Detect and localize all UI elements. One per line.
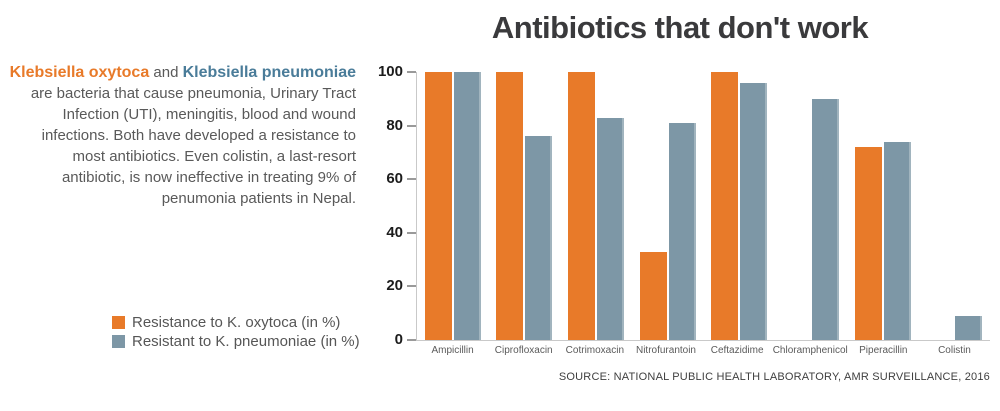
plot-area — [417, 72, 990, 340]
x-axis-label-nitrofurantoin: Nitrofurantoin — [635, 345, 696, 356]
bar-cotrimoxacin-oxytoca — [568, 72, 596, 340]
legend-item-oxytoca: Resistance to K. oxytoca (in %) — [112, 313, 360, 332]
x-axis-label-ampicillin: Ampicillin — [431, 345, 474, 356]
bar-group-chloramphenicol — [775, 72, 847, 340]
legend-swatch-pneumoniae — [112, 335, 125, 348]
intro-body: are bacteria that cause pneumonia, Urina… — [30, 85, 356, 207]
bar-cotrimoxacin-pneumoniae — [597, 117, 625, 340]
y-tick — [407, 285, 416, 288]
y-tick — [407, 178, 416, 181]
y-tick-label: 40 — [386, 223, 403, 241]
legend-label-oxytoca: Resistance to K. oxytoca (in %) — [132, 314, 341, 331]
x-axis-label-piperacillin: Piperacillin — [859, 345, 908, 356]
y-tick-label: 100 — [377, 63, 403, 80]
y-tick-label: 20 — [386, 277, 403, 295]
x-axis: Ampicillin Ciprofloxacin Cotrimoxacin Nitro… — [417, 345, 990, 356]
bar-chloramphenicol-pneumoniae — [811, 98, 839, 340]
bar-nitrofurantoin-pneumoniae — [668, 122, 696, 340]
chart-title: Antibiotics that don't work — [491, 10, 869, 45]
bar-ceftazidime-oxytoca — [711, 72, 739, 340]
y-tick — [407, 124, 416, 127]
intro-and: and — [149, 64, 183, 81]
x-axis-label-chloramphenicol: Chloramphenicol — [772, 345, 848, 356]
intro-text: Klebsiella oxytoca and Klebsiella pneumo… — [8, 62, 356, 209]
bar-group-nitrofurantoin — [632, 72, 704, 340]
y-tick-label: 0 — [394, 331, 403, 348]
bar-group-ciprofloxacin — [489, 72, 561, 340]
legend-item-pneumoniae: Resistant to K. pneumoniae (in %) — [112, 332, 360, 351]
bar-ciprofloxacin-oxytoca — [496, 72, 524, 340]
bar-ampicillin-oxytoca — [424, 72, 452, 340]
bar-group-colistin — [918, 72, 990, 340]
legend-swatch-oxytoca — [112, 316, 125, 329]
legend: Resistance to K. oxytoca (in %) Resistan… — [112, 313, 360, 351]
bar-group-piperacillin — [847, 72, 919, 340]
bar-piperacillin-pneumoniae — [883, 141, 911, 340]
bar-group-ceftazidime — [704, 72, 776, 340]
y-tick — [407, 71, 416, 73]
bar-piperacillin-oxytoca — [854, 147, 882, 340]
bar-colistin-pneumoniae — [955, 315, 983, 340]
bar-chart: Ampicillin Ciprofloxacin Cotrimoxacin Nitro… — [378, 64, 990, 356]
x-axis-label-cotrimoxacin: Cotrimoxacin — [565, 345, 625, 356]
source-attribution: SOURCE: NATIONAL PUBLIC HEALTH LABORATOR… — [558, 371, 990, 383]
bar-nitrofurantoin-oxytoca — [639, 251, 667, 340]
y-tick — [407, 231, 416, 234]
bar-ceftazidime-pneumoniae — [740, 82, 768, 340]
y-tick — [407, 339, 416, 341]
x-axis-label-colistin: Colistin — [938, 345, 971, 356]
y-tick-label: 80 — [386, 116, 403, 134]
intro-pneumoniae-name: Klebsiella pneumoniae — [182, 64, 356, 81]
bar-group-cotrimoxacin — [560, 72, 632, 340]
x-axis-label-ciprofloxacin: Ciprofloxacin — [494, 345, 553, 356]
y-tick-label: 60 — [386, 170, 403, 188]
intro-oxytoca-name: Klebsiella oxytoca — [9, 64, 150, 81]
bar-ampicillin-pneumoniae — [453, 72, 481, 340]
x-axis-label-ceftazidime: Ceftazidime — [710, 345, 764, 356]
bar-ciprofloxacin-pneumoniae — [525, 136, 553, 340]
bar-group-ampicillin — [417, 72, 489, 340]
legend-label-pneumoniae: Resistant to K. pneumoniae (in %) — [132, 333, 360, 350]
